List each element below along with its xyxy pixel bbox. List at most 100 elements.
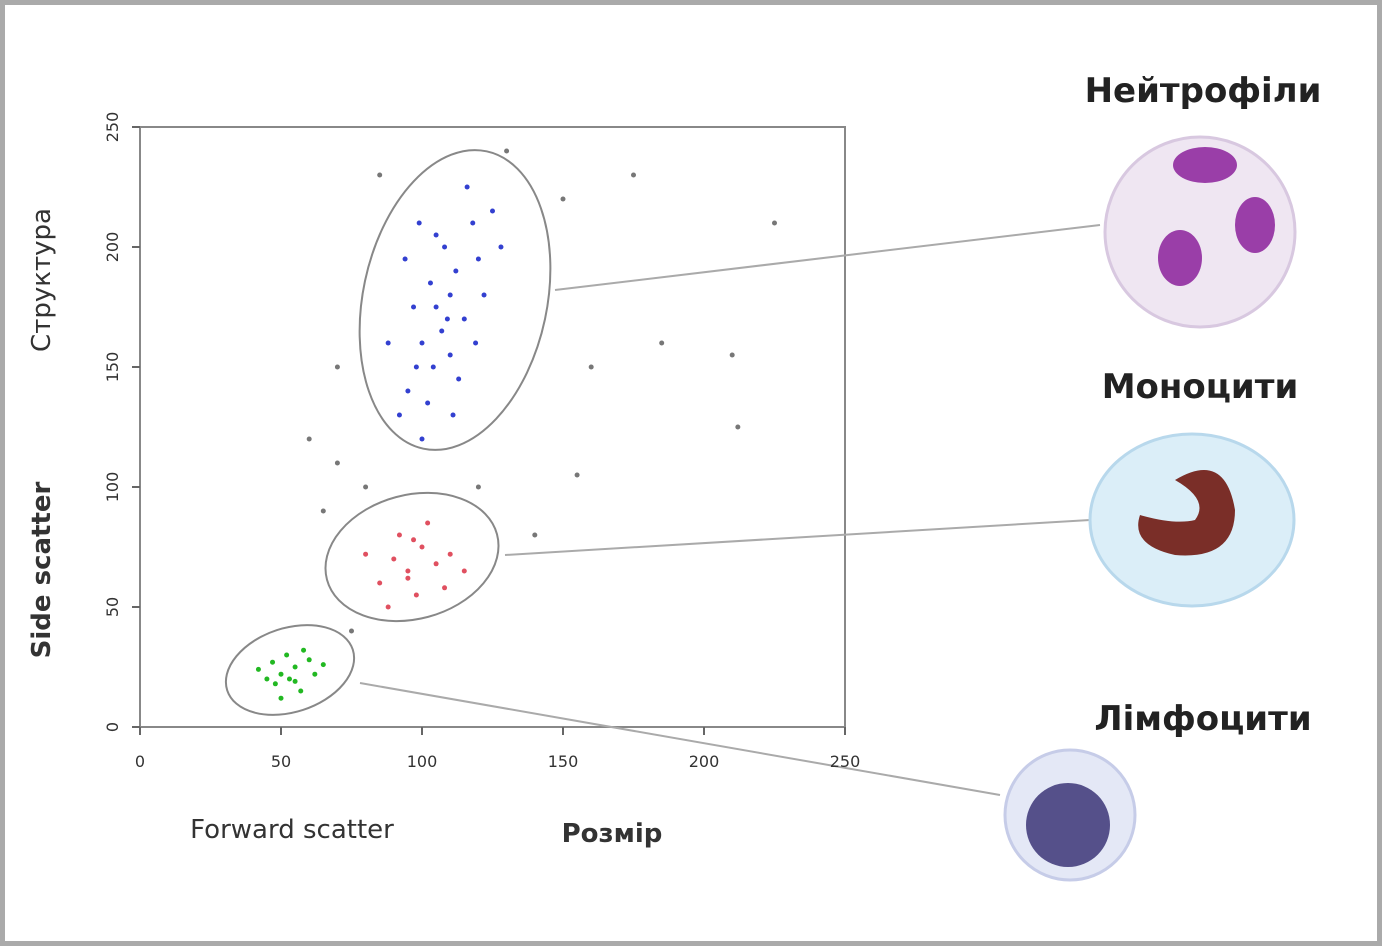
point <box>631 173 636 178</box>
point <box>405 576 410 581</box>
page: {"chart_data": {"type": "scatter", "xlab… <box>0 0 1382 946</box>
point <box>456 377 461 382</box>
x-tick-label: 250 <box>830 752 861 771</box>
point <box>414 365 419 370</box>
point <box>256 667 261 672</box>
point <box>428 281 433 286</box>
point <box>561 197 566 202</box>
point <box>462 569 467 574</box>
point <box>363 552 368 557</box>
x-tick-label: 50 <box>271 752 291 771</box>
x-tick-label: 150 <box>548 752 579 771</box>
chart: Forward scatter Розмір Side scatter Стру… <box>0 0 1382 946</box>
point <box>417 221 422 226</box>
point <box>465 185 470 190</box>
point <box>434 305 439 310</box>
point <box>403 257 408 262</box>
point <box>434 233 439 238</box>
point <box>659 341 664 346</box>
point <box>442 245 447 250</box>
point <box>425 521 430 526</box>
y-tick-label: 100 <box>103 472 122 503</box>
monocyte <box>1090 434 1294 606</box>
point <box>589 365 594 370</box>
point <box>307 657 312 662</box>
point <box>386 605 391 610</box>
point <box>391 557 396 562</box>
point <box>434 561 439 566</box>
x-axis-label: Forward scatter <box>190 815 394 845</box>
y-tick-label: 50 <box>103 597 122 617</box>
x-axis-label: Розмір <box>562 819 663 849</box>
point <box>473 341 478 346</box>
point <box>377 173 382 178</box>
point <box>301 648 306 653</box>
y-axis-label: Side scatter <box>27 481 57 658</box>
point <box>420 341 425 346</box>
point <box>397 533 402 538</box>
point <box>298 689 303 694</box>
point <box>321 509 326 514</box>
point <box>411 537 416 542</box>
point <box>490 209 495 214</box>
x-tick-label: 200 <box>689 752 720 771</box>
point <box>335 365 340 370</box>
lymphocyte <box>1005 750 1135 880</box>
point <box>293 679 298 684</box>
point <box>405 569 410 574</box>
point <box>321 662 326 667</box>
point <box>439 329 444 334</box>
point <box>414 593 419 598</box>
point <box>730 353 735 358</box>
point <box>445 317 450 322</box>
point <box>448 552 453 557</box>
point <box>363 485 368 490</box>
point <box>284 653 289 658</box>
point <box>451 413 456 418</box>
point <box>431 365 436 370</box>
point <box>420 545 425 550</box>
point <box>420 437 425 442</box>
point <box>397 413 402 418</box>
point <box>735 425 740 430</box>
y-tick-label: 250 <box>103 112 122 143</box>
point <box>476 485 481 490</box>
point <box>293 665 298 670</box>
point <box>772 221 777 226</box>
point <box>386 341 391 346</box>
point <box>532 533 537 538</box>
point <box>270 660 275 665</box>
point <box>307 437 312 442</box>
point <box>504 149 509 154</box>
y-tick-label: 0 <box>103 722 122 732</box>
point <box>279 696 284 701</box>
point <box>377 581 382 586</box>
point <box>453 269 458 274</box>
point <box>264 677 269 682</box>
point <box>411 305 416 310</box>
point <box>575 473 580 478</box>
point <box>448 293 453 298</box>
point <box>425 401 430 406</box>
y-tick-label: 200 <box>103 232 122 263</box>
point <box>482 293 487 298</box>
point <box>442 585 447 590</box>
cell-label: Лімфоцити <box>1094 699 1311 739</box>
point <box>462 317 467 322</box>
point <box>335 461 340 466</box>
point <box>405 389 410 394</box>
x-tick-label: 100 <box>407 752 438 771</box>
point <box>287 677 292 682</box>
point <box>448 353 453 358</box>
x-tick-label: 0 <box>135 752 145 771</box>
y-axis-label: Структура <box>27 208 57 352</box>
cell-label: Нейтрофіли <box>1085 71 1322 111</box>
y-tick-label: 150 <box>103 352 122 383</box>
point <box>312 672 317 677</box>
point <box>349 629 354 634</box>
neutrophil <box>1105 137 1295 327</box>
point <box>470 221 475 226</box>
cell-label: Моноцити <box>1102 367 1299 407</box>
point <box>498 245 503 250</box>
point <box>476 257 481 262</box>
